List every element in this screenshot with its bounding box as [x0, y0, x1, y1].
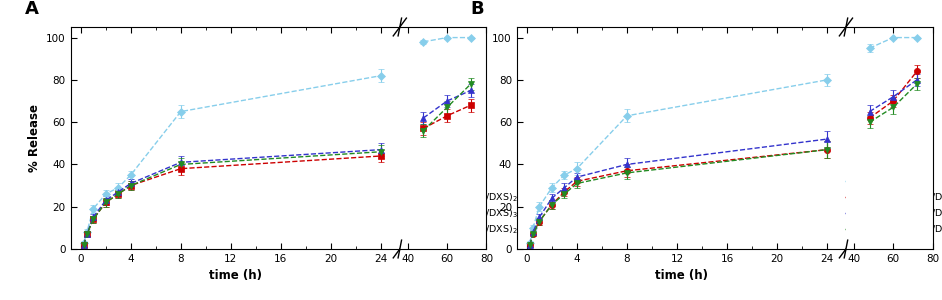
- Text: A: A: [24, 0, 39, 18]
- X-axis label: time (h): time (h): [209, 269, 262, 282]
- Legend: PLGA$_{Dox}$, PLGA$_{Dox}$/(PLL/DXS)$_2$/PLL/Alg, PLGA$_{Dox}$/(PLL/DXS)$_3$, PL: PLGA$_{Dox}$, PLGA$_{Dox}$/(PLL/DXS)$_2$…: [841, 172, 942, 240]
- Legend: PLGA$_{CG}$, PLGA$_{CG}$/(PLL/DXS)$_2$/PLL/Alg, PLGA$_{CG}$/(PLL/DXS)$_3$, PLGA$: PLGA$_{CG}$, PLGA$_{CG}$/(PLL/DXS)$_2$/P…: [398, 172, 577, 240]
- Text: B: B: [471, 0, 484, 18]
- Y-axis label: % Release: % Release: [27, 104, 41, 172]
- X-axis label: time (h): time (h): [655, 269, 707, 282]
